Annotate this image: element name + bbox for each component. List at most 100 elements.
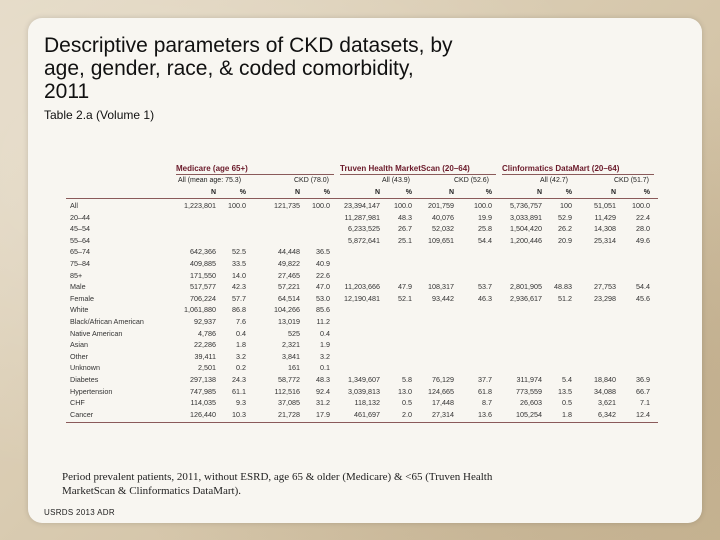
- row-label: Black/African American: [70, 317, 144, 326]
- table-cell: 26,603: [520, 398, 542, 408]
- row-label: All: [70, 201, 78, 210]
- subgroup-header: CKD (51.7): [614, 177, 650, 184]
- table-cell: 9.3: [236, 398, 246, 408]
- row-label: Native American: [70, 328, 123, 338]
- slide-title: Descriptive parameters of CKD datasets, …: [44, 34, 453, 103]
- table-cell: 3,841: [282, 351, 300, 361]
- table-cell: 52.5: [232, 247, 246, 257]
- row-label: 55–64: [70, 235, 90, 245]
- group-header-clinformatics: Clinformatics DataMart (20–64): [502, 164, 620, 173]
- row-label: Female: [70, 293, 94, 303]
- table-cell: 3,033,891: [510, 212, 542, 222]
- table-cell: 57.7: [232, 293, 246, 303]
- table-cell: 126,440: [190, 409, 216, 419]
- table-cell: 27,465: [278, 270, 300, 280]
- table-cell: 61.1: [232, 386, 246, 396]
- footnote: Period prevalent patients, 2011, without…: [62, 471, 493, 497]
- table-cell: 52.1: [398, 293, 412, 303]
- row-label: White: [70, 305, 89, 315]
- table-cell: 12.4: [636, 409, 650, 419]
- table-cell: 4,786: [198, 328, 216, 338]
- table-cell: 17,448: [432, 398, 454, 408]
- table-cell: 14.0: [232, 270, 246, 280]
- table-cell: 1,349,607: [348, 375, 380, 384]
- table-cell: 2,801,905: [510, 282, 542, 292]
- table-cell: 100: [560, 201, 572, 210]
- table-cell: 25.1: [398, 235, 412, 245]
- group-rule: [176, 174, 334, 175]
- table-cell: 52.9: [558, 212, 572, 222]
- table-cell: 48.83: [554, 282, 572, 292]
- group-header-marketscan: Truven Health MarketScan (20–64): [340, 164, 470, 173]
- column-header: %: [405, 189, 412, 196]
- table-cell: 36.5: [316, 247, 330, 257]
- table-cell: 51.2: [558, 293, 572, 303]
- table-row: Unknown 2,501 0.2 161 0.1: [66, 363, 658, 374]
- table-cell: 100.0: [474, 201, 492, 210]
- table-cell: 58,772: [278, 375, 300, 384]
- table-cell: 66.7: [636, 386, 650, 396]
- table-row: 45–54 6,233,525 26.7 52,032 25.8 1,504,420 26.…: [66, 224, 658, 235]
- table-cell: 706,224: [190, 293, 216, 303]
- table-cell: 5.8: [402, 375, 412, 384]
- table-cell: 201,759: [428, 201, 454, 210]
- column-header: N: [536, 189, 542, 196]
- column-header: %: [485, 189, 492, 196]
- table-cell: 2,321: [282, 340, 300, 350]
- table-cell: 22,286: [194, 340, 216, 350]
- table-cell: 124,665: [428, 386, 454, 396]
- table-row: 55–64 5,872,641 25.1 109,651 54.4 1,200,446 20…: [66, 236, 658, 247]
- table-cell: 1,223,801: [184, 201, 216, 210]
- subgroup-header: All (mean age: 75.3): [178, 177, 242, 184]
- table-cell: 12,190,481: [344, 293, 380, 303]
- table-row: All 1,223,801 100.0 121,735 100.0 23,394,147 1…: [66, 201, 658, 212]
- table-row: 20–44 11,287,981 48.3 40,076 19.9 3,033,891 52…: [66, 213, 658, 224]
- table-cell: 44,448: [278, 247, 300, 257]
- table-cell: 2.0: [402, 409, 412, 419]
- row-label: 45–54: [70, 224, 90, 234]
- table-row: 65–74 642,366 52.5 44,448 36.5: [66, 247, 658, 258]
- table-row: White 1,061,880 86.8 104,266 85.6: [66, 305, 658, 316]
- table-cell: 64,514: [278, 293, 300, 303]
- table-cell: 27,753: [594, 282, 616, 292]
- subgroup-header: CKD (52.6): [454, 177, 490, 184]
- table-cell: 13,019: [278, 317, 300, 326]
- table-cell: 40.9: [316, 259, 330, 268]
- table-cell: 114,035: [190, 398, 216, 408]
- table-cell: 100.0: [394, 201, 412, 210]
- table-cell: 40,076: [432, 212, 454, 222]
- content-card: [28, 18, 702, 523]
- table-cell: 5,872,641: [348, 235, 380, 245]
- table-cell: 31.2: [316, 398, 330, 408]
- table-cell: 19.9: [478, 212, 492, 222]
- row-label: 65–74: [70, 247, 90, 257]
- table-cell: 6,233,525: [348, 224, 380, 234]
- table-cell: 51,051: [594, 201, 616, 210]
- table-cell: 7.6: [236, 317, 246, 326]
- table-cell: 92,937: [194, 317, 216, 326]
- table-cell: 17.9: [316, 409, 330, 419]
- column-header: N: [374, 189, 380, 196]
- column-header: N: [448, 189, 454, 196]
- table-cell: 773,559: [516, 386, 542, 396]
- table-cell: 46.3: [478, 293, 492, 303]
- table-cell: 108,317: [428, 282, 454, 292]
- row-label: Cancer: [70, 409, 94, 419]
- table-row: Diabetes 297,138 24.3 58,772 48.3 1,349,607 5.…: [66, 375, 658, 386]
- table-cell: 3,621: [598, 398, 616, 408]
- row-label: 20–44: [70, 212, 90, 222]
- row-label: Hypertension: [70, 386, 113, 396]
- table-cell: 45.6: [636, 293, 650, 303]
- table-row: CHF 114,035 9.3 37,085 31.2 118,132 0.5 17,448 8…: [66, 398, 658, 409]
- table-cell: 747,985: [190, 386, 216, 396]
- table-cell: 3,039,813: [348, 386, 380, 396]
- table-cell: 100.0: [228, 201, 246, 210]
- row-label: Male: [70, 282, 86, 292]
- table-cell: 26.7: [398, 224, 412, 234]
- column-header: %: [565, 189, 572, 196]
- table-cell: 57,221: [278, 282, 300, 292]
- table-row: Male 517,577 42.3 57,221 47.0 11,203,666 47.9 1…: [66, 282, 658, 293]
- table-cell: 54.4: [636, 282, 650, 292]
- column-header: %: [643, 189, 650, 196]
- table-cell: 39,411: [194, 351, 216, 361]
